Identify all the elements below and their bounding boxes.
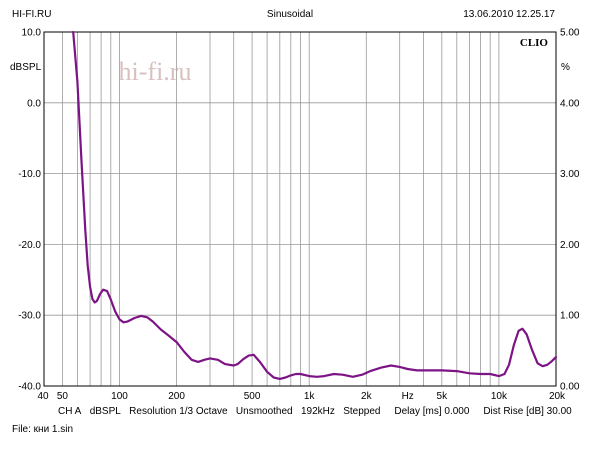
y-tick-label: 0.0 — [27, 98, 41, 109]
x-tick-label: 50 — [57, 391, 69, 402]
setting-mode: Stepped — [343, 406, 381, 417]
setting-dist-rise: Dist Rise [dB] 30.00 — [483, 406, 572, 417]
header-title: Sinusoidal — [266, 9, 314, 20]
setting-delay: Delay [ms] 0.000 — [394, 406, 470, 417]
x-tick-label: 500 — [244, 391, 261, 402]
y2-tick-label: 5.00 — [560, 28, 580, 39]
y-tick-label: -30.0 — [18, 311, 41, 322]
x-tick-label: 10k — [491, 391, 508, 402]
x-unit-label: Hz — [402, 391, 414, 402]
y2-tick-label: 1.00 — [560, 311, 580, 322]
x-tick-label: 2k — [361, 391, 373, 402]
header-timestamp: 13.06.2010 12.25.17 — [463, 9, 555, 20]
setting-units: dBSPL — [89, 406, 121, 417]
series-layer — [72, 30, 558, 380]
x-tick-label: 200 — [168, 391, 185, 402]
grid — [44, 32, 556, 386]
y2-axis-label: % — [561, 62, 570, 73]
y-tick-label: -10.0 — [18, 169, 41, 180]
x-tick-label: 1k — [304, 391, 316, 402]
x-tick-label: 40 — [37, 391, 49, 402]
header-left-label: HI-FI.RU — [12, 9, 52, 20]
y2-tick-label: 3.00 — [560, 169, 580, 180]
x-tick-label: 5k — [437, 391, 449, 402]
y2-tick-label: 4.00 — [560, 98, 580, 109]
setting-smoothing: Unsmoothed — [235, 406, 293, 417]
settings-bar: CH A dBSPL Resolution 1/3 Octave Unsmoot… — [58, 406, 572, 418]
x-tick-label: 100 — [111, 391, 128, 402]
x-tick-label: 20k — [549, 391, 566, 402]
setting-sample-rate: 192kHz — [300, 406, 335, 417]
y-tick-label: 10.0 — [22, 28, 42, 39]
axis-ticks: 10.0 0.0 -10.0 -20.0 -30.0 -40.0 5.00 4.00 3.00 2… — [18, 28, 580, 403]
series-line — [72, 30, 558, 380]
brand-logo: CLIO — [520, 37, 549, 49]
plot-frame — [43, 31, 557, 387]
y2-tick-label: 0.00 — [560, 382, 580, 393]
setting-resolution: Resolution 1/3 Octave — [129, 406, 228, 417]
watermark: hi-fi.ru — [119, 57, 192, 86]
y2-tick-label: 2.00 — [560, 240, 580, 251]
y-tick-label: -20.0 — [18, 240, 41, 251]
y-tick-label: -40.0 — [18, 382, 41, 393]
file-label: File: кни 1.sin — [12, 424, 74, 435]
y-axis-label: dBSPL — [10, 62, 42, 73]
setting-channel: CH A — [58, 406, 82, 417]
